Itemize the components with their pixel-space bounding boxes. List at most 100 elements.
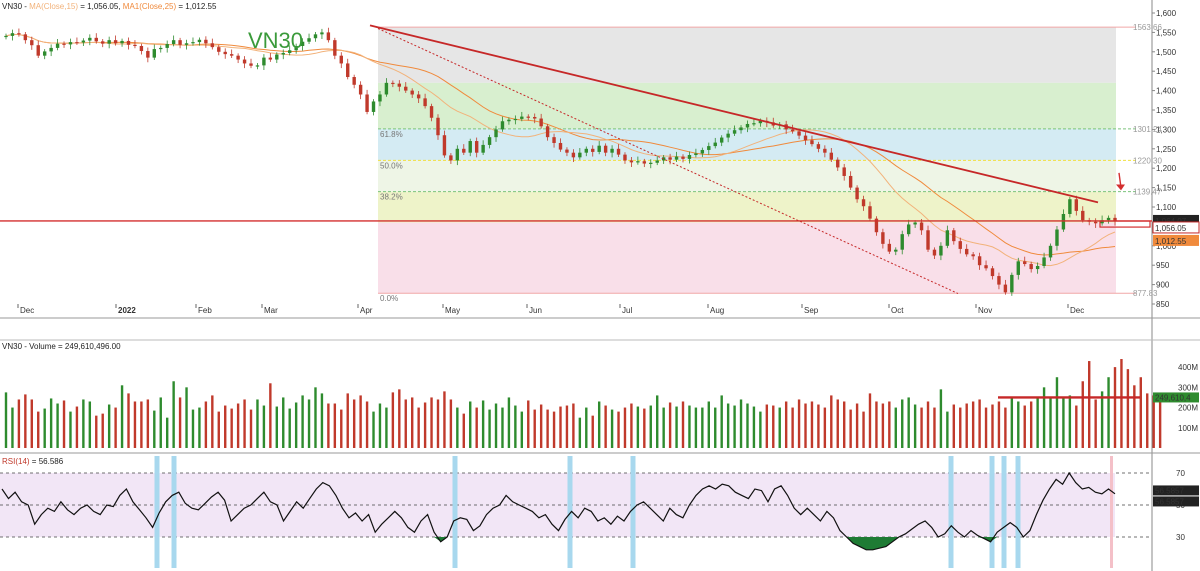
- rsi-highlight-bar: [989, 456, 995, 568]
- volume-bar: [991, 404, 994, 448]
- volume-bar: [1081, 381, 1084, 448]
- volume-bar: [610, 409, 614, 448]
- candle-body: [358, 84, 363, 95]
- candle-body: [126, 40, 131, 45]
- volume-bar: [772, 405, 775, 448]
- candle-body: [571, 152, 576, 158]
- candle-body: [1035, 265, 1040, 270]
- candle-body: [719, 137, 724, 143]
- volume-bar: [901, 399, 904, 448]
- volume-bar: [1158, 397, 1162, 448]
- volume-bar: [971, 401, 975, 448]
- volume-bar: [236, 403, 240, 448]
- candle-body: [152, 49, 156, 58]
- candle-body: [178, 40, 182, 45]
- volume-bar: [656, 395, 659, 448]
- candle-body: [539, 118, 543, 127]
- volume-bar: [926, 401, 930, 448]
- volume-bar: [352, 399, 356, 448]
- volume-bar: [578, 417, 582, 448]
- volume-bar: [533, 409, 536, 448]
- volume-bar: [488, 409, 491, 448]
- rsi-highlight-bar: [452, 456, 458, 568]
- volume-bar: [146, 399, 150, 448]
- candle-body: [642, 161, 647, 164]
- volume-bar: [43, 408, 46, 448]
- candle-body: [848, 175, 853, 188]
- candle-body: [977, 256, 982, 266]
- candle-body: [191, 42, 195, 44]
- volume-bar: [842, 401, 846, 448]
- candle-body: [455, 148, 460, 161]
- candle-body: [803, 135, 808, 141]
- candle-body: [113, 40, 118, 44]
- candle-body: [745, 123, 750, 128]
- candle-body: [842, 167, 846, 176]
- volume-bar: [462, 413, 465, 448]
- price-tick-label: 900: [1156, 281, 1170, 290]
- candle-body: [384, 82, 389, 95]
- volume-bar: [436, 399, 440, 448]
- volume-bar: [1113, 367, 1117, 448]
- volume-bar: [494, 403, 498, 448]
- price-tick-label: 1,400: [1156, 87, 1177, 96]
- volume-bar: [1146, 393, 1149, 448]
- candle-body: [874, 218, 879, 233]
- volume-bar: [1023, 405, 1026, 448]
- volume-bar: [714, 407, 717, 448]
- rsi-label-box: [1153, 496, 1199, 507]
- volume-bar: [1036, 397, 1039, 448]
- candle-body: [939, 245, 943, 256]
- volume-bar: [11, 407, 14, 448]
- rsi-highlight-bar: [1110, 456, 1113, 568]
- candle-body: [739, 127, 743, 131]
- volume-bar: [469, 401, 472, 448]
- rsi-highlight-bar: [171, 456, 177, 568]
- price-label-box: [1152, 221, 1200, 234]
- volume-bar: [165, 417, 169, 448]
- volume-bar: [765, 404, 769, 448]
- fib-zone: [378, 191, 1116, 223]
- volume-bar: [456, 407, 459, 448]
- volume-bar: [17, 399, 21, 448]
- volume-bar: [720, 395, 723, 448]
- volume-bar: [211, 395, 214, 448]
- candle-body: [965, 248, 969, 255]
- fib-level-value: 877.83: [1133, 289, 1158, 298]
- volume-bar: [178, 397, 182, 448]
- candle-body: [810, 140, 814, 145]
- candle-body: [371, 101, 376, 112]
- candle-body: [281, 52, 285, 55]
- volume-header: VN30 - Volume = 249,610,496.00: [2, 342, 121, 351]
- volume-bar: [539, 404, 543, 448]
- volume-bar: [391, 392, 395, 448]
- volume-bar: [559, 406, 562, 448]
- candle-body: [513, 118, 518, 121]
- candle-body: [1081, 210, 1085, 221]
- volume-bar: [527, 400, 530, 448]
- volume-bar: [262, 405, 266, 448]
- rsi-highlight-bar: [630, 456, 636, 568]
- candle-body: [1074, 199, 1079, 211]
- volume-bar: [82, 399, 85, 448]
- candle-body: [578, 152, 582, 158]
- month-tick-label: 2022: [118, 306, 136, 315]
- volume-bar: [1017, 401, 1020, 448]
- candle-body: [449, 155, 453, 161]
- fib-level-value: 1563.66: [1133, 23, 1162, 32]
- volume-bar: [294, 402, 298, 448]
- volume-bar: [320, 393, 324, 448]
- month-tick-label: Sep: [804, 306, 819, 315]
- candle-body: [655, 160, 659, 163]
- candle-body: [262, 57, 266, 66]
- volume-bar: [1139, 377, 1142, 448]
- candle-body: [378, 94, 382, 102]
- volume-bar: [746, 403, 749, 448]
- price-tick-label: 1,150: [1156, 184, 1177, 193]
- volume-bar: [198, 407, 201, 448]
- candle-body: [636, 161, 640, 163]
- candle-body: [603, 145, 608, 153]
- candle-body: [139, 45, 144, 52]
- candle-body: [932, 249, 937, 256]
- volume-bar: [1010, 397, 1014, 448]
